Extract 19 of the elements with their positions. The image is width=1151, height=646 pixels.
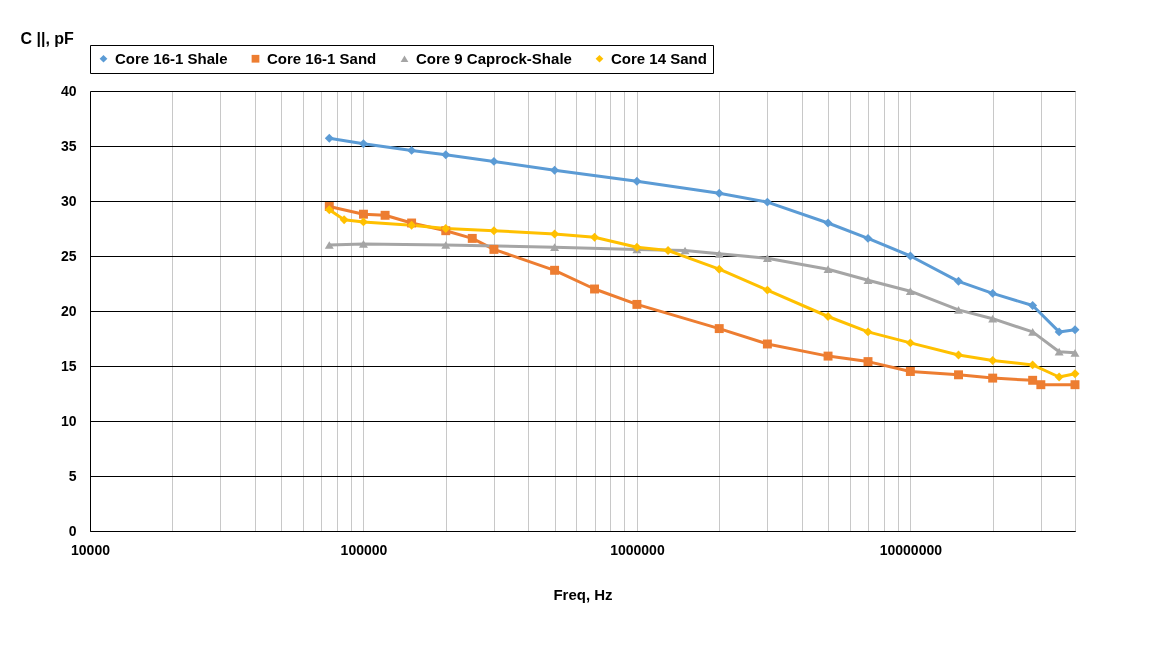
y-tick-label: 15 [60,357,77,374]
x-axis-title: Freq, Hz [553,585,613,603]
y-tick-label: 0 [68,522,77,539]
legend-label: Core 14 Sand [611,49,707,67]
y-tick-label: 25 [60,247,77,264]
legend-label: Core 9 Caprock-Shale [416,49,572,67]
x-tick-label: 100000 [340,541,388,558]
x-tick-label: 10000000 [879,541,943,558]
legend-label: Core 16-1 Sand [267,49,377,67]
y-tick-label: 5 [68,467,77,484]
x-tick-label: 10000 [71,541,111,558]
y-tick-label: 35 [60,137,77,154]
y-tick-label: 20 [60,302,77,319]
y-tick-label: 40 [60,82,77,99]
x-tick-label: 1000000 [610,541,665,558]
y-tick-label: 10 [60,412,77,429]
y-tick-label: 30 [60,192,77,209]
y-axis-title: C ||, pF [20,29,75,47]
legend-label: Core 16-1 Shale [115,49,228,67]
